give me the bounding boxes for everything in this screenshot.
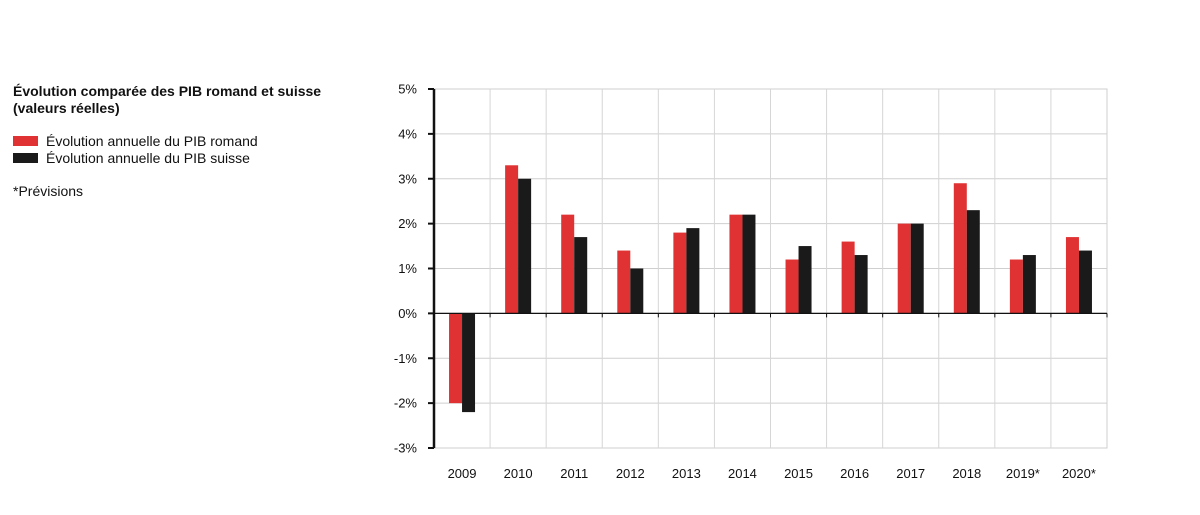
bar-romand [561, 214, 575, 314]
y-tick-label: 3% [398, 171, 417, 186]
x-tick-label: 2016 [840, 466, 869, 481]
y-tick-label: -2% [394, 396, 418, 411]
y-tick-label: 5% [398, 82, 417, 97]
legend-swatch-suisse [13, 152, 38, 163]
legend-panel: Évolution comparée des PIB romand et sui… [13, 83, 363, 199]
legend-item-suisse: Évolution annuelle du PIB suisse [13, 149, 363, 166]
bar-suisse [686, 228, 700, 314]
x-tick-label: 2010 [504, 466, 533, 481]
x-tick-label: 2011 [560, 466, 588, 481]
x-tick-label: 2009 [448, 466, 477, 481]
chart-title-main: Évolution comparée des PIB romand et sui… [13, 83, 322, 99]
x-tick-label: 2020* [1062, 466, 1096, 481]
legend-swatch-romand [13, 135, 38, 146]
chart-title: Évolution comparée des PIB romand et sui… [13, 83, 363, 117]
bar-romand [841, 241, 855, 314]
y-tick-label: 2% [398, 216, 417, 231]
x-tick-label: 2015 [784, 466, 813, 481]
x-tick-label: 2014 [728, 466, 757, 481]
y-tick-label: 0% [398, 306, 417, 321]
legend-label-suisse: Évolution annuelle du PIB suisse [46, 149, 250, 166]
bar-romand [673, 232, 687, 314]
x-tick-label: 2017 [896, 466, 925, 481]
bar-romand [953, 183, 967, 314]
bar-suisse [462, 313, 476, 413]
bar-suisse [574, 237, 588, 314]
y-tick-label: 4% [398, 126, 417, 141]
bar-suisse [630, 268, 644, 314]
bar-romand [785, 259, 799, 314]
y-tick-label: -3% [394, 441, 418, 456]
bar-romand [449, 313, 463, 404]
x-tick-label: 2012 [616, 466, 645, 481]
y-tick-label: 1% [398, 261, 417, 276]
bar-suisse [798, 246, 812, 314]
legend: Évolution annuelle du PIB romand Évoluti… [13, 132, 363, 166]
forecast-note: *Prévisions [13, 183, 84, 199]
legend-label-romand: Évolution annuelle du PIB romand [46, 132, 258, 149]
bar-romand [729, 214, 743, 314]
bar-suisse [854, 255, 868, 314]
bar-romand [617, 250, 631, 314]
bar-romand [1009, 259, 1023, 314]
chart-subtitle: (valeurs réelles) [13, 100, 120, 116]
bar-romand [505, 165, 519, 314]
x-tick-label: 2018 [952, 466, 981, 481]
bar-suisse [518, 178, 532, 314]
bar-suisse [966, 210, 980, 314]
x-tick-label: 2013 [672, 466, 701, 481]
legend-item-romand: Évolution annuelle du PIB romand [13, 132, 363, 149]
bar-suisse [910, 223, 924, 314]
bar-suisse [1078, 250, 1092, 314]
bar-suisse [742, 214, 756, 314]
y-tick-label: -1% [394, 351, 418, 366]
x-tick-label: 2019* [1006, 466, 1040, 481]
bar-romand [897, 223, 911, 314]
bar-suisse [1022, 255, 1036, 314]
bar-romand [1065, 237, 1079, 314]
